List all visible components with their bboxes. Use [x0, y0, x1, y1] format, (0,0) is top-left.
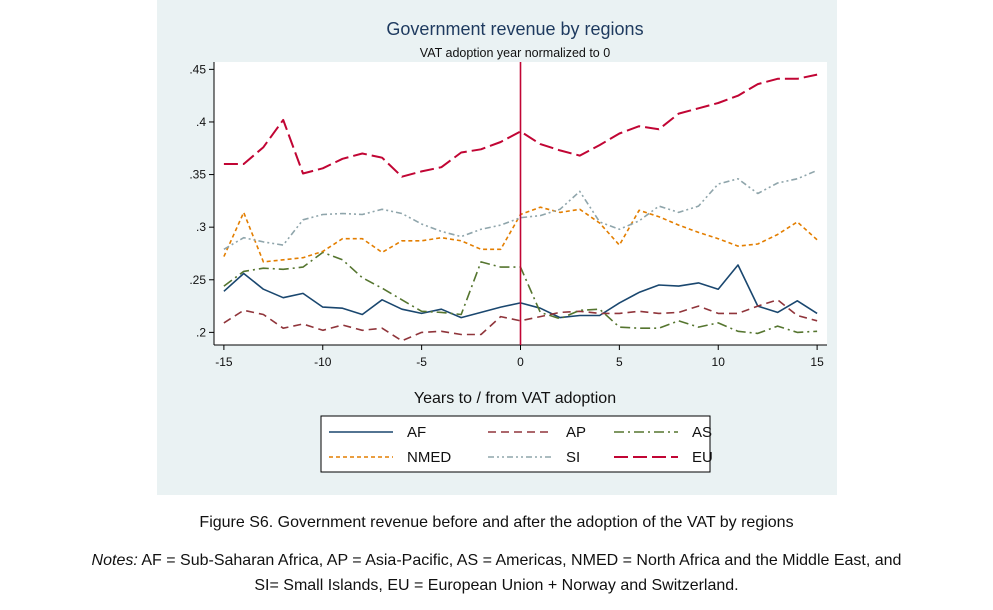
notes-line-2: SI= Small Islands, EU = European Union +… — [254, 577, 739, 594]
y-tick-label: .45 — [189, 62, 206, 76]
x-tick-label: 15 — [810, 355, 824, 369]
x-tick-label: 10 — [712, 355, 726, 369]
series-line-eu — [223, 73, 818, 178]
x-tick-label: 5 — [616, 355, 623, 369]
legend: AF AP AS NMED SI EU — [320, 415, 713, 473]
x-axis-label: Years to / from VAT adoption — [414, 390, 616, 407]
y-tick-label: .2 — [196, 325, 206, 339]
y-tick-label: .3 — [196, 220, 206, 234]
legend-label-si: SI — [566, 449, 580, 466]
revenue-chart: Government revenue by regions VAT adopti… — [157, 0, 837, 495]
legend-label-ap: AP — [566, 424, 586, 441]
axes: .2 .25 .3 .35 .4 .45 -15 -10 -5 0 5 10 15 — [189, 62, 827, 369]
legend-label-as: AS — [692, 424, 712, 441]
x-tick-label: 0 — [517, 355, 524, 369]
y-tick-label: .35 — [189, 168, 206, 182]
notes-text-1: AF = Sub-Saharan Africa, AP = Asia-Pacif… — [137, 552, 902, 569]
y-tick-label: .4 — [196, 115, 206, 129]
legend-label-eu: EU — [692, 449, 713, 466]
legend-label-nmed: NMED — [407, 449, 451, 466]
legend-box — [320, 415, 711, 473]
x-tick-label: -10 — [314, 355, 332, 369]
figure-caption: Figure S6. Government revenue before and… — [199, 514, 794, 531]
series-layer — [223, 62, 818, 345]
series-line-ap — [223, 298, 818, 342]
legend-label-af: AF — [407, 424, 426, 441]
x-tick-label: -5 — [416, 355, 427, 369]
series-line-si — [223, 169, 818, 250]
notes-label: Notes: — [91, 552, 138, 569]
y-tick-label: .25 — [189, 273, 206, 287]
notes-line-1: Notes: AF = Sub-Saharan Africa, AP = Asi… — [0, 552, 993, 570]
chart-subtitle: VAT adoption year normalized to 0 — [420, 46, 610, 60]
chart-title: Government revenue by regions — [386, 19, 643, 39]
x-tick-label: -15 — [215, 355, 233, 369]
